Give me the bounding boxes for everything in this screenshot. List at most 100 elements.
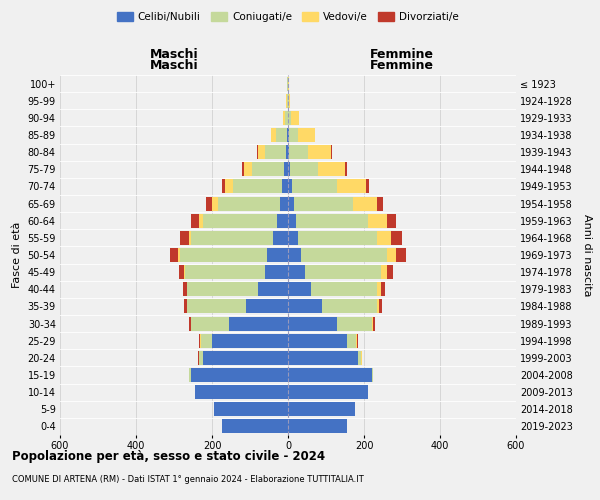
Bar	[288, 334, 347, 347]
Bar	[397, 248, 406, 262]
Bar	[366, 180, 369, 194]
Bar	[331, 145, 332, 159]
Bar	[319, 162, 345, 176]
Bar	[191, 214, 199, 228]
Y-axis label: Fasce di età: Fasce di età	[12, 222, 22, 288]
Bar	[226, 180, 233, 194]
Bar	[387, 214, 397, 228]
Text: Maschi: Maschi	[149, 48, 199, 60]
Bar	[288, 196, 294, 210]
Bar	[206, 196, 212, 210]
Bar	[191, 316, 229, 330]
Bar	[357, 334, 358, 347]
Bar	[277, 214, 288, 228]
Bar	[377, 282, 381, 296]
Text: Popolazione per età, sesso e stato civile - 2024: Popolazione per età, sesso e stato civil…	[12, 450, 325, 463]
Bar	[187, 282, 257, 296]
Bar	[267, 248, 288, 262]
Y-axis label: Anni di nascita: Anni di nascita	[583, 214, 592, 296]
Bar	[288, 368, 371, 382]
Bar	[218, 196, 280, 210]
Bar	[381, 282, 385, 296]
Bar	[233, 180, 283, 194]
Bar	[356, 334, 357, 347]
Bar	[286, 145, 288, 159]
Text: Femmine: Femmine	[370, 58, 434, 71]
Bar	[288, 128, 289, 142]
Bar	[257, 282, 288, 296]
Bar	[296, 214, 368, 228]
Bar	[180, 231, 189, 245]
Bar	[289, 94, 290, 108]
Bar	[189, 231, 191, 245]
Bar	[184, 265, 185, 279]
Bar	[288, 231, 298, 245]
Bar	[291, 111, 299, 125]
Bar	[377, 231, 391, 245]
Bar	[353, 196, 377, 210]
Bar	[301, 248, 387, 262]
Bar	[381, 265, 387, 279]
Bar	[371, 368, 373, 382]
Bar	[191, 368, 288, 382]
Bar	[273, 231, 288, 245]
Bar	[178, 248, 180, 262]
Bar	[288, 351, 358, 365]
Bar	[337, 180, 366, 194]
Bar	[387, 265, 392, 279]
Bar	[288, 111, 291, 125]
Bar	[244, 162, 252, 176]
Bar	[311, 282, 377, 296]
Bar	[284, 162, 288, 176]
Bar	[285, 111, 288, 125]
Bar	[288, 162, 290, 176]
Bar	[283, 111, 285, 125]
Bar	[288, 300, 322, 314]
Bar	[229, 316, 288, 330]
Bar	[288, 402, 355, 416]
Bar	[185, 265, 265, 279]
Bar	[371, 316, 373, 330]
Bar	[377, 196, 383, 210]
Bar	[288, 94, 289, 108]
Bar	[199, 214, 203, 228]
Bar	[358, 351, 361, 365]
Text: Femmine: Femmine	[370, 48, 434, 60]
Bar	[189, 316, 191, 330]
Bar	[212, 334, 288, 347]
Bar	[195, 385, 288, 399]
Bar	[387, 248, 397, 262]
Bar	[170, 248, 178, 262]
Bar	[308, 145, 331, 159]
Bar	[288, 282, 311, 296]
Bar	[288, 180, 292, 194]
Bar	[191, 231, 273, 245]
Bar	[290, 162, 319, 176]
Bar	[179, 265, 184, 279]
Bar	[287, 94, 288, 108]
Legend: Celibi/Nubili, Coniugati/e, Vedovi/e, Divorziati/e: Celibi/Nubili, Coniugati/e, Vedovi/e, Di…	[113, 8, 463, 26]
Bar	[203, 351, 288, 365]
Bar	[298, 231, 377, 245]
Bar	[265, 265, 288, 279]
Bar	[246, 300, 288, 314]
Bar	[286, 94, 287, 108]
Bar	[345, 162, 347, 176]
Bar	[203, 214, 277, 228]
Bar	[276, 128, 287, 142]
Bar	[287, 128, 288, 142]
Bar	[288, 248, 301, 262]
Bar	[221, 180, 226, 194]
Bar	[373, 316, 374, 330]
Bar	[221, 420, 288, 434]
Bar	[288, 316, 337, 330]
Bar	[305, 265, 381, 279]
Bar	[288, 420, 347, 434]
Bar	[347, 334, 356, 347]
Bar	[288, 145, 289, 159]
Bar	[288, 214, 296, 228]
Bar	[289, 128, 298, 142]
Bar	[337, 316, 371, 330]
Bar	[200, 334, 212, 347]
Bar	[292, 180, 337, 194]
